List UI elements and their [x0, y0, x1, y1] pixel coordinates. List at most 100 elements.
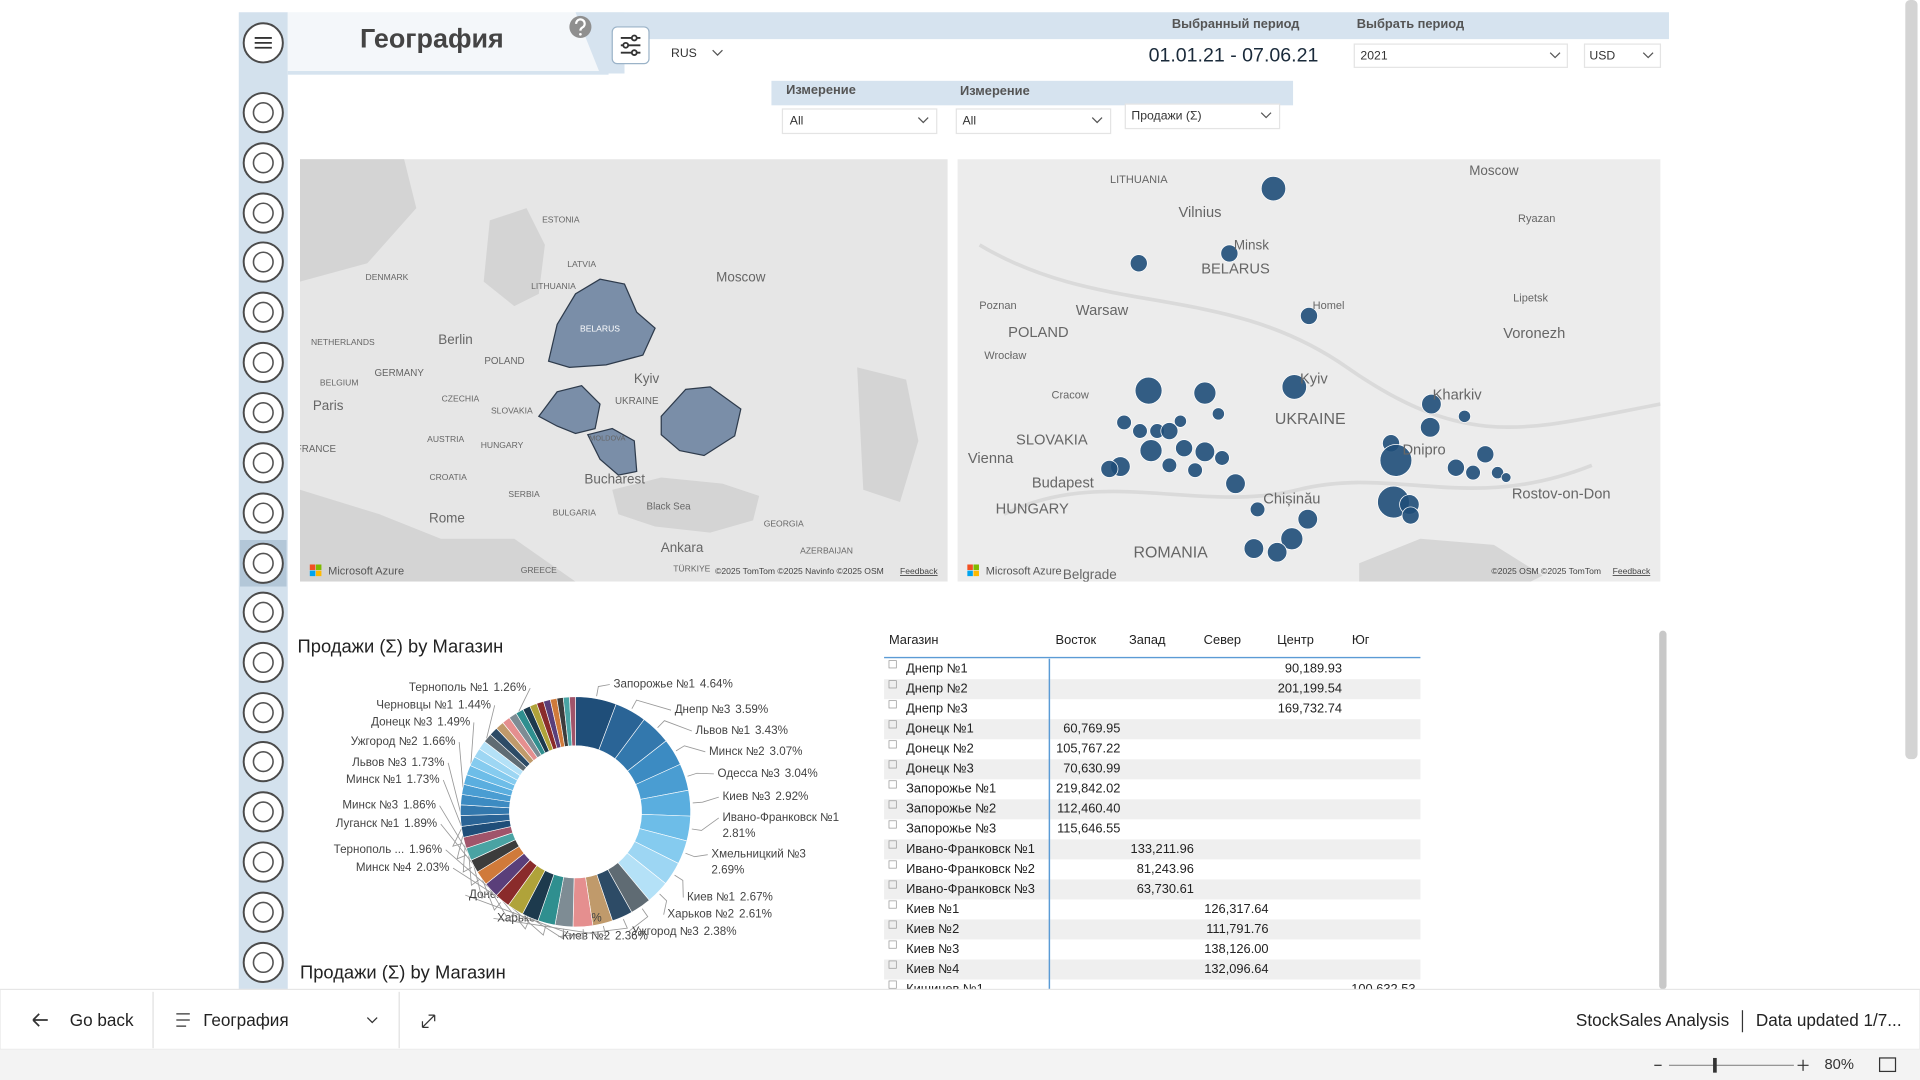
nav-button[interactable]: [244, 343, 283, 382]
map-bubble[interactable]: [1176, 440, 1193, 457]
column-header[interactable]: Восток: [1056, 632, 1097, 647]
map-bubble[interactable]: [1477, 446, 1494, 463]
nav-button[interactable]: [244, 643, 283, 682]
cell-value: 63,730.61: [1137, 881, 1194, 896]
nav-button[interactable]: [244, 893, 283, 932]
label-value: 1.44%: [458, 698, 491, 711]
map-bubble[interactable]: [1162, 458, 1177, 473]
map-label: Black Sea: [647, 502, 692, 513]
row-header: Ивано-Франковск №2: [906, 861, 1035, 876]
map-label: POLAND: [1008, 325, 1068, 341]
filled-map[interactable]: ESTONIALATVIALITHUANIADENMARKMoscowBerli…: [296, 159, 948, 581]
zoom-level: 80%: [1824, 1057, 1853, 1073]
azure-logo: [967, 564, 973, 570]
data-label: Ужгород №21.66%: [351, 735, 456, 748]
nav-button[interactable]: [244, 842, 283, 881]
map-bubble[interactable]: [1135, 377, 1162, 404]
row-header: Днепр №2: [906, 681, 968, 696]
language-select[interactable]: RUS: [671, 46, 697, 60]
data-label: Минск №42.03%: [356, 861, 450, 874]
data-label: Тернополь ...1.96%: [334, 843, 442, 856]
data-label: Луганск №11.89%: [336, 817, 437, 830]
zoom-thumb[interactable]: [1713, 1058, 1717, 1073]
map-bubble[interactable]: [1215, 451, 1230, 466]
slicer-dropdown[interactable]: [782, 109, 936, 133]
nav-button[interactable]: [244, 792, 283, 831]
map-bubble[interactable]: [1447, 459, 1464, 476]
nav-button[interactable]: [244, 293, 283, 332]
back-button[interactable]: Go back: [70, 1010, 134, 1030]
map-bubble[interactable]: [1140, 440, 1162, 462]
scrollbar[interactable]: [1659, 631, 1666, 990]
map-bubble[interactable]: [1298, 509, 1318, 529]
data-label: Львов №13.43%: [696, 724, 788, 737]
column-header[interactable]: Центр: [1277, 632, 1314, 647]
map-bubble[interactable]: [1420, 418, 1440, 438]
map-bubble[interactable]: [1226, 474, 1246, 494]
map-bubble[interactable]: [1188, 463, 1203, 478]
column-header[interactable]: Юг: [1352, 632, 1370, 647]
row-header: Запорожье №2: [906, 801, 996, 816]
map-feedback[interactable]: Feedback: [1613, 566, 1651, 576]
map-label: NETHERLANDS: [311, 337, 375, 347]
year-value: 2021: [1360, 49, 1387, 63]
label-value: 2.03%: [416, 861, 449, 874]
map-bubble[interactable]: [1458, 410, 1470, 422]
slicer-dropdown[interactable]: [956, 109, 1110, 133]
cell-value: 126,317.64: [1204, 901, 1268, 916]
nav-button[interactable]: [244, 93, 283, 132]
label-category: Ужгород №2: [351, 735, 418, 748]
cell-value: 81,243.96: [1137, 861, 1194, 876]
column-header[interactable]: Запад: [1129, 632, 1166, 647]
map-label: Dnipro: [1402, 442, 1445, 458]
label-category: Донецк №3: [371, 716, 432, 729]
row-header: Донецк №2: [906, 741, 974, 756]
map-label: Vienna: [968, 451, 1014, 467]
map-bubble[interactable]: [1195, 442, 1215, 462]
azure-logo: [310, 564, 316, 570]
map-bubble[interactable]: [1194, 382, 1216, 404]
nav-button[interactable]: [244, 242, 283, 281]
map-bubble[interactable]: [1117, 415, 1132, 430]
map-label: CZECHIA: [442, 393, 480, 403]
data-label: Минск №31.86%: [342, 799, 436, 812]
data-label: Минск №11.73%: [346, 773, 440, 786]
nav-button[interactable]: [244, 693, 283, 732]
nav-button[interactable]: [244, 493, 283, 532]
bubble-map[interactable]: LITHUANIAMoscowVilniusMinskBELARUSRyazan…: [958, 159, 1661, 582]
nav-button[interactable]: [244, 742, 283, 781]
label-category: Львов №3: [352, 756, 407, 769]
map-label: Minsk: [1234, 238, 1269, 253]
nav-button[interactable]: [244, 943, 283, 982]
map-bubble[interactable]: [1174, 415, 1186, 427]
nav-button[interactable]: [244, 593, 283, 632]
map-label: HUNGARY: [481, 440, 524, 450]
map-label: Poznan: [979, 300, 1016, 312]
column-header[interactable]: Магазин: [889, 632, 939, 647]
nav-button[interactable]: [244, 544, 283, 583]
page-selector[interactable]: География: [203, 1010, 288, 1030]
map-feedback[interactable]: Feedback: [900, 566, 938, 576]
map-bubble[interactable]: [1130, 255, 1147, 272]
map-bubble[interactable]: [1466, 465, 1481, 480]
map-label: Bucharest: [584, 472, 645, 487]
map-bubble[interactable]: [1261, 176, 1285, 200]
map-bubble[interactable]: [1501, 473, 1511, 483]
nav-button[interactable]: [244, 143, 283, 182]
map-bubble[interactable]: [1101, 460, 1118, 477]
azure-logo: [316, 564, 322, 570]
nav-button[interactable]: [244, 443, 283, 482]
page-scrollbar[interactable]: [1905, 0, 1917, 759]
column-header[interactable]: Север: [1204, 632, 1241, 647]
map-bubble[interactable]: [1267, 542, 1287, 562]
map-brand: Microsoft Azure: [986, 566, 1062, 578]
nav-button[interactable]: [244, 393, 283, 432]
label-value: 2.92%: [775, 790, 808, 803]
map-bubble[interactable]: [1244, 539, 1264, 559]
map-bubble[interactable]: [1402, 507, 1419, 524]
nav-button[interactable]: [244, 193, 283, 232]
map-bubble[interactable]: [1212, 408, 1224, 420]
map-label: LITHUANIA: [531, 281, 576, 291]
map-bubble[interactable]: [1133, 424, 1148, 439]
label-value: 4.64%: [700, 678, 733, 691]
